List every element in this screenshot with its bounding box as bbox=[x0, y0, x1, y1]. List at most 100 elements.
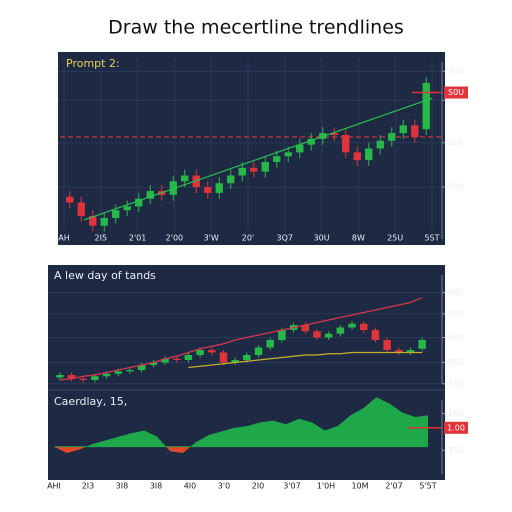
candle-body bbox=[371, 330, 380, 340]
x-tick-label: 2I3 bbox=[82, 482, 95, 491]
candle-body bbox=[342, 134, 350, 153]
price-tag-label: 1.00 bbox=[447, 423, 465, 432]
candle-body bbox=[89, 216, 97, 226]
y-tick-label: 980 bbox=[448, 309, 463, 318]
line-series bbox=[59, 296, 423, 381]
x-tick-label: 1'0H bbox=[317, 482, 335, 491]
candle-body bbox=[66, 196, 74, 203]
x-tick-label: AHI bbox=[47, 482, 61, 491]
candle-body bbox=[219, 352, 228, 363]
y-tick-label: 860 bbox=[448, 358, 463, 367]
candle-body bbox=[208, 350, 216, 353]
y-tick-label: 350 bbox=[448, 379, 463, 388]
candle-body bbox=[112, 210, 120, 218]
candle-body bbox=[365, 148, 373, 161]
price-tag bbox=[444, 421, 468, 434]
candle-body bbox=[56, 375, 64, 378]
x-tick-label: 4I0 bbox=[184, 482, 197, 491]
price-tag bbox=[444, 86, 468, 99]
candle-body bbox=[406, 350, 415, 353]
candle-body bbox=[227, 175, 235, 184]
candle-body bbox=[395, 350, 403, 353]
candle-body bbox=[204, 187, 212, 193]
candle-body bbox=[383, 340, 391, 350]
x-tick-label: 3Q7 bbox=[277, 234, 293, 243]
candle-body bbox=[102, 373, 111, 377]
trendline bbox=[83, 97, 433, 221]
candle-body bbox=[411, 125, 419, 137]
chart-title: Caerdlay, 15, bbox=[54, 395, 127, 408]
candle-body bbox=[91, 376, 99, 380]
candle-body bbox=[123, 206, 131, 211]
candle-body bbox=[278, 330, 286, 340]
candle-body bbox=[135, 198, 143, 207]
x-tick-label: 5ST bbox=[424, 234, 439, 243]
candle-body bbox=[169, 181, 177, 195]
candle-body bbox=[137, 365, 146, 370]
candle-body bbox=[215, 183, 223, 193]
candle-body bbox=[399, 125, 407, 134]
x-tick-label: AH bbox=[58, 234, 70, 243]
candle-body bbox=[353, 152, 361, 161]
candle-body bbox=[67, 375, 76, 379]
y-tick-label: 160 bbox=[448, 409, 463, 418]
candle-body bbox=[100, 217, 108, 226]
x-tick-label: 8W bbox=[352, 234, 365, 243]
candle-body bbox=[250, 167, 258, 172]
candle-body bbox=[284, 152, 292, 157]
candle-body bbox=[149, 362, 158, 365]
candle-body bbox=[336, 327, 345, 334]
candle-body bbox=[301, 325, 310, 332]
candle-body bbox=[77, 202, 85, 217]
x-tick-label: 5'5T bbox=[419, 482, 436, 491]
x-tick-label: 2'07 bbox=[385, 482, 402, 491]
candle-body bbox=[296, 144, 304, 153]
candle-body bbox=[161, 358, 169, 363]
x-tick-label: 3'W bbox=[204, 234, 219, 243]
candle-body bbox=[231, 360, 239, 363]
candle-body bbox=[79, 378, 87, 380]
x-tick-label: 3I8 bbox=[150, 482, 163, 491]
candle-body bbox=[359, 323, 368, 330]
candle-body bbox=[266, 340, 274, 348]
y-tick-label: 600 bbox=[448, 288, 463, 297]
chart-title: Prompt 2: bbox=[66, 57, 120, 70]
x-tick-label: 25U bbox=[387, 234, 403, 243]
page-title: Draw the mecertline trendlines bbox=[108, 17, 404, 39]
candle-body bbox=[376, 140, 384, 149]
candle-body bbox=[324, 333, 333, 338]
x-tick-label: 20' bbox=[242, 234, 254, 243]
candle-body bbox=[181, 175, 189, 182]
candle-body bbox=[114, 371, 123, 374]
y-tick-label: 600 bbox=[448, 138, 463, 147]
candle-body bbox=[313, 331, 321, 338]
candle-body bbox=[196, 350, 204, 355]
x-tick-label: 2'01 bbox=[129, 234, 146, 243]
line-series bbox=[188, 351, 423, 369]
candle-body bbox=[307, 138, 315, 145]
candle-body bbox=[172, 358, 181, 360]
area-positive bbox=[54, 397, 428, 447]
candle-body bbox=[126, 370, 134, 372]
candle-body bbox=[388, 133, 396, 141]
x-tick-label: 3'0 bbox=[218, 482, 230, 491]
x-tick-label: 10M bbox=[351, 482, 368, 491]
x-tick-label: 3'07 bbox=[283, 482, 300, 491]
x-tick-label: 2I0 bbox=[252, 482, 265, 491]
x-tick-label: 2I5 bbox=[95, 234, 108, 243]
chart-title: A lew day of tands bbox=[54, 269, 156, 282]
candle-body bbox=[261, 162, 269, 172]
candle-body bbox=[146, 190, 154, 199]
candle-body bbox=[238, 167, 246, 176]
price-tag-label: S0U bbox=[448, 88, 464, 97]
y-tick-label: 500 bbox=[448, 183, 463, 192]
y-tick-label: 330 bbox=[448, 446, 463, 455]
x-tick-label: 3I8 bbox=[116, 482, 129, 491]
x-tick-label: 2'00 bbox=[166, 234, 183, 243]
y-tick-label: 300 bbox=[448, 67, 463, 76]
candle-body bbox=[273, 156, 281, 163]
x-tick-label: 30U bbox=[314, 234, 330, 243]
candle-body bbox=[418, 340, 426, 349]
y-tick-label: 690 bbox=[448, 333, 463, 342]
